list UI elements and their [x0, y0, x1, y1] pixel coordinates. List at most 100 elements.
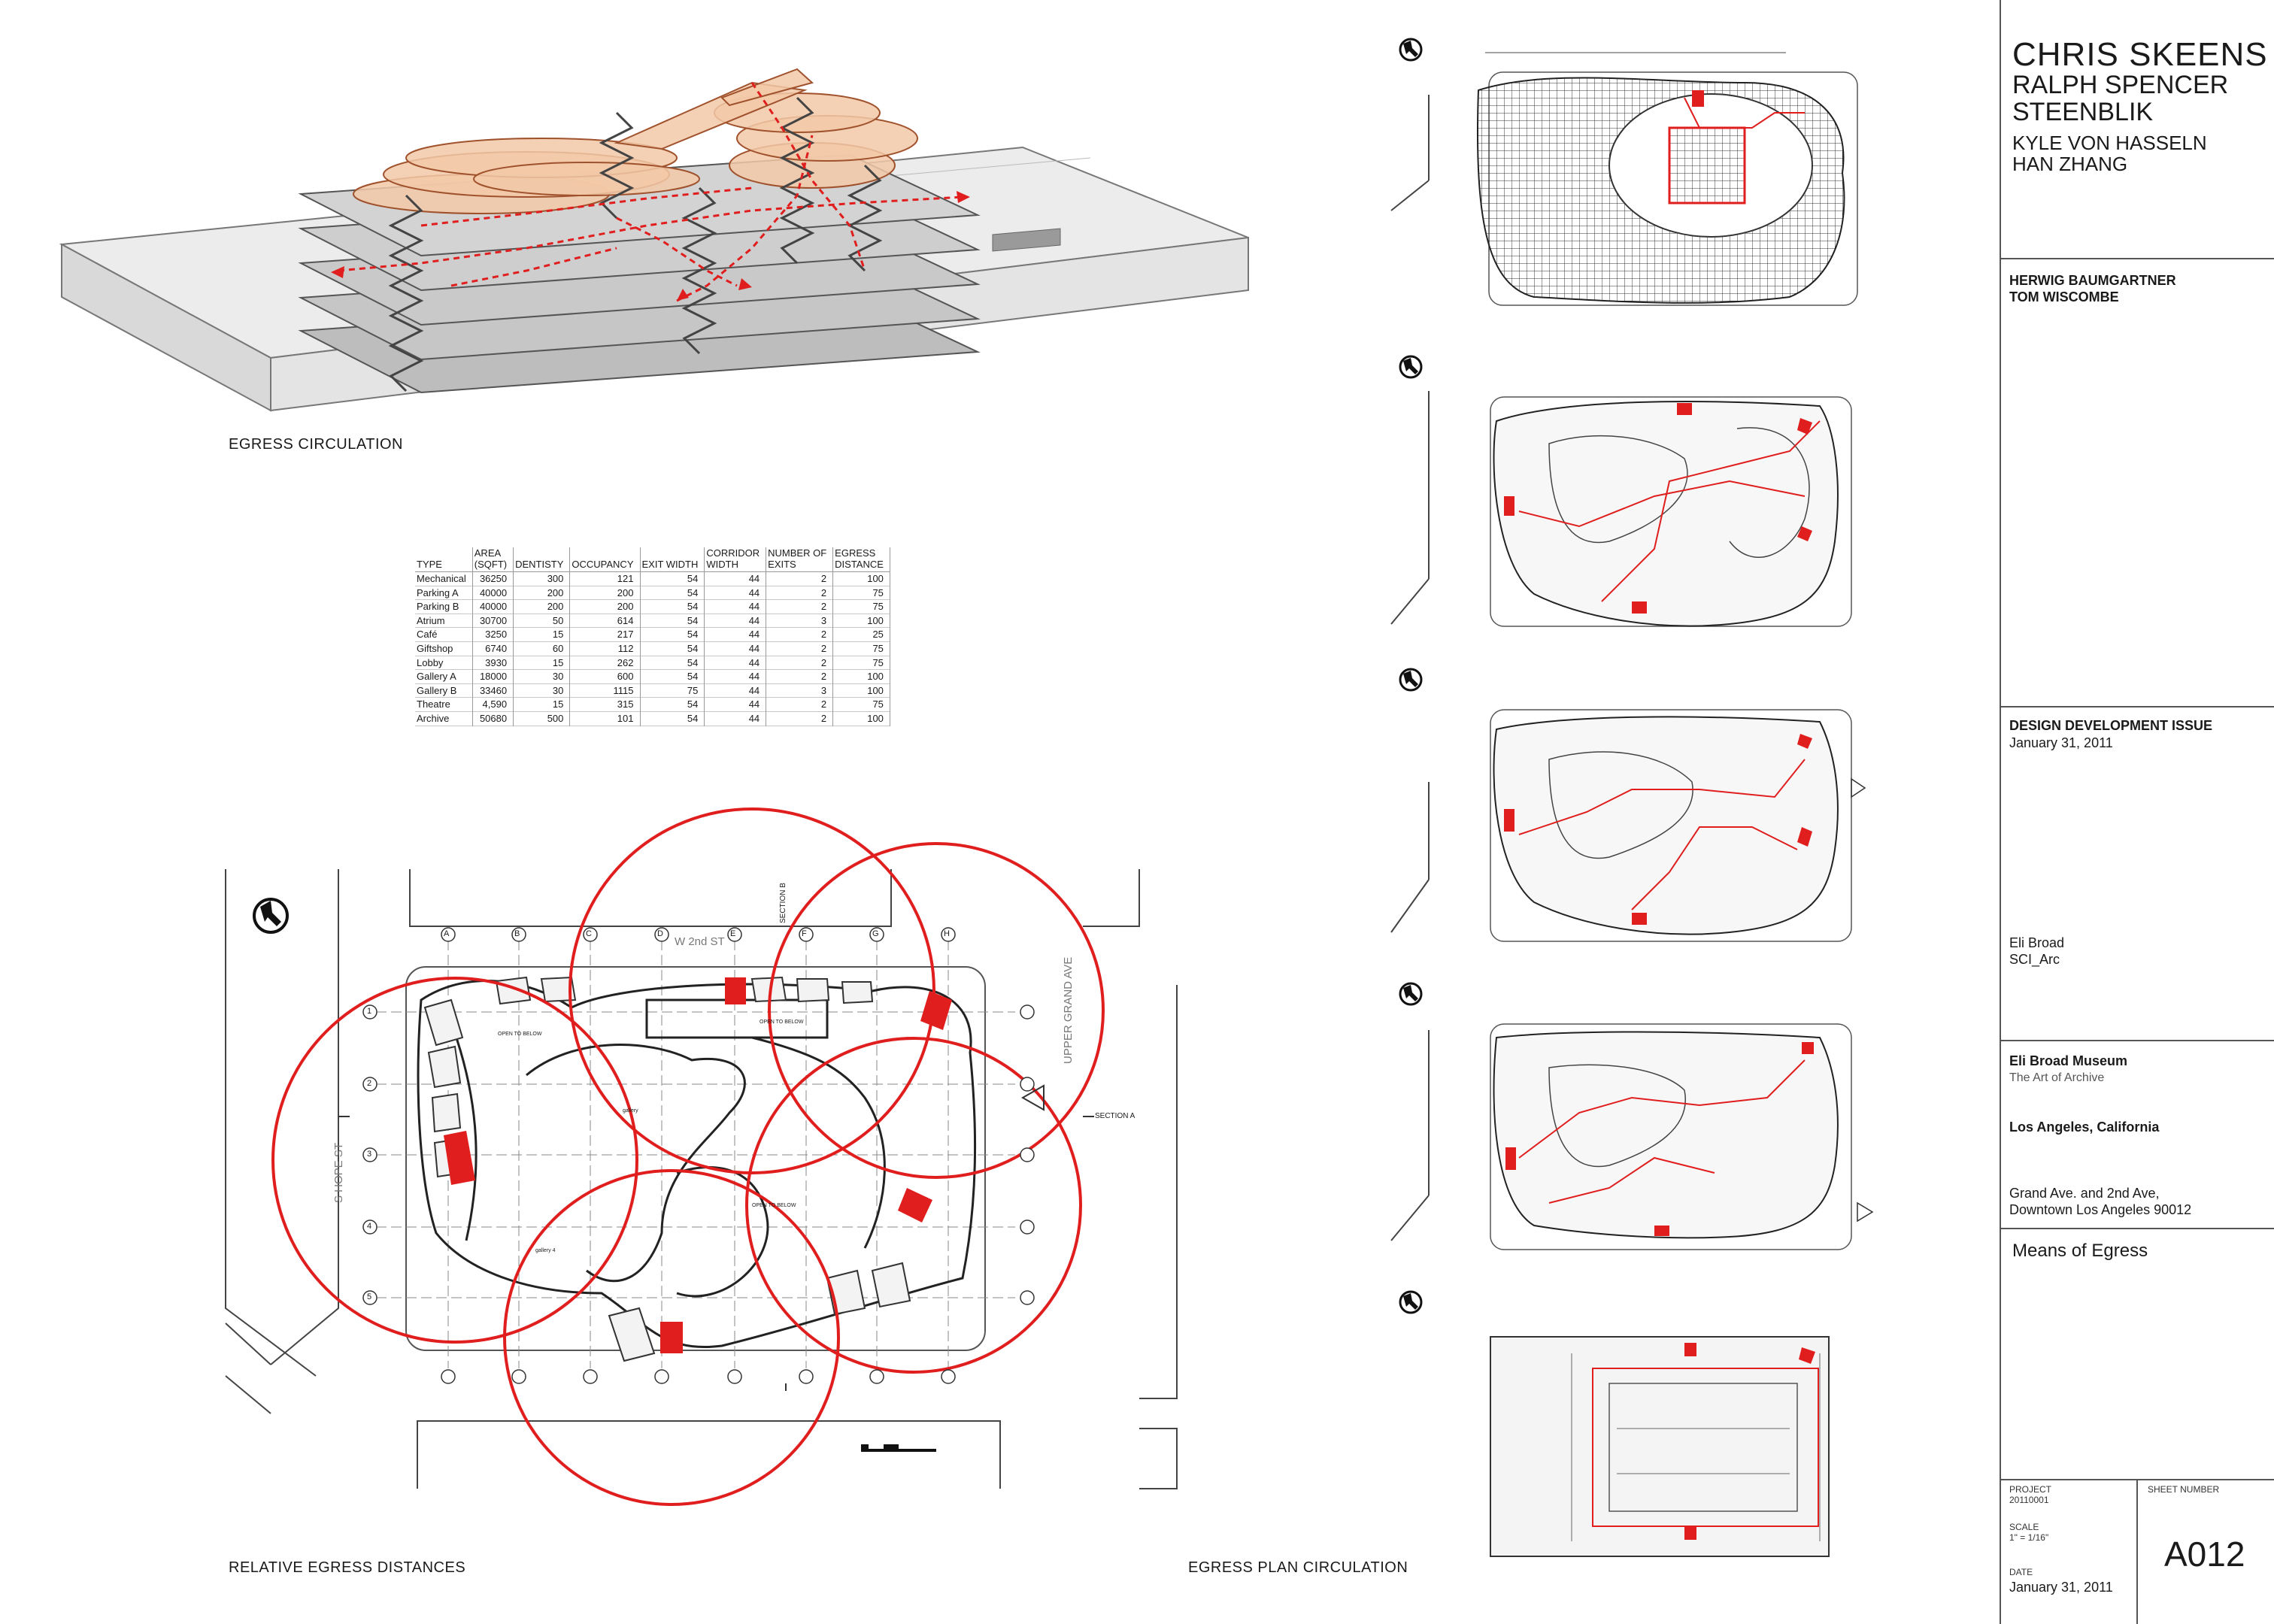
scale-bar — [861, 1444, 936, 1452]
table-cell: 200 — [513, 599, 571, 614]
table-cell: 40000 — [472, 599, 514, 614]
table-cell: 75 — [832, 641, 890, 656]
table-row: Parking A 40000 200 200 54 44 2 75 — [415, 586, 890, 600]
table-cell: 315 — [569, 697, 641, 712]
egress-occupancy-table: TYPE AREA (SQFT) DENTISTY OCCUPANCY EXIT… — [415, 547, 890, 726]
table-cell: Café — [415, 627, 473, 642]
table-cell: 3 — [766, 683, 834, 698]
table-cell: 2 — [766, 599, 834, 614]
table-cell: Gallery B — [415, 683, 473, 698]
project-subtitle: The Art of Archive — [2009, 1071, 2105, 1084]
floor-plan-roof — [1390, 38, 1858, 306]
table-cell: 44 — [704, 711, 767, 726]
table-cell: Parking A — [415, 586, 473, 600]
table-cell: 75 — [832, 697, 890, 712]
street-label-grand: UPPER GRAND AVE — [1062, 956, 1075, 1064]
room-label: OPEN TO BELOW — [760, 1020, 804, 1025]
table-cell: 15 — [513, 627, 571, 642]
sheet-number: A012 — [2164, 1535, 2245, 1574]
table-row: Parking B 40000 200 200 54 44 2 75 — [415, 599, 890, 614]
issue-date: January 31, 2011 — [2009, 735, 2113, 750]
egress-radius-circles — [271, 807, 1105, 1506]
room-label: OPEN TO BELOW — [498, 1032, 542, 1037]
table-header: DENTISTY — [513, 547, 571, 572]
table-cell: 300 — [513, 571, 571, 586]
table-cell: 100 — [832, 683, 890, 698]
table-cell: 44 — [704, 683, 767, 698]
table-cell: Gallery A — [415, 669, 473, 684]
table-cell: 2 — [766, 697, 834, 712]
table-cell: 614 — [569, 614, 641, 628]
client-name: Eli Broad — [2009, 935, 2065, 950]
floor-plan-level-1 — [1390, 982, 1874, 1250]
advisor-name: TOM WISCOMBE — [2009, 289, 2119, 304]
table-cell: 54 — [640, 571, 705, 586]
table-cell: 217 — [569, 627, 641, 642]
floor-plan-level-3 — [1390, 355, 1852, 627]
project-city: Los Angeles, California — [2009, 1120, 2160, 1135]
scale-value: 1" = 1/16" — [2009, 1532, 2049, 1543]
date-label: DATE — [2009, 1567, 2033, 1577]
table-cell: Mechanical — [415, 571, 473, 586]
table-cell: 200 — [569, 599, 641, 614]
table-cell: 15 — [513, 656, 571, 670]
table-cell: 75 — [832, 586, 890, 600]
table-cell: 101 — [569, 711, 641, 726]
table-cell: 25 — [832, 627, 890, 642]
project-number: 20110001 — [2009, 1495, 2049, 1505]
table-cell: 4,590 — [472, 697, 514, 712]
egress-paths — [338, 82, 963, 302]
table-cell: 33460 — [472, 683, 514, 698]
table-cell: 54 — [640, 627, 705, 642]
table-cell: 30700 — [472, 614, 514, 628]
table-cell: 44 — [704, 614, 767, 628]
grid-row-label: 1 — [367, 1007, 372, 1016]
section-b-label: SECTION B — [779, 883, 787, 923]
table-cell: 2 — [766, 586, 834, 600]
street-lines — [225, 869, 1178, 1489]
grid-col-label: F — [802, 929, 807, 938]
table-cell: 500 — [513, 711, 571, 726]
project-address: Grand Ave. and 2nd Ave, — [2009, 1186, 2160, 1201]
designer-name: KYLE VON HASSELN — [2012, 132, 2207, 154]
egress-plan-label: EGRESS PLAN CIRCULATION — [1188, 1559, 1408, 1576]
section-a-label: SECTION A — [1095, 1112, 1135, 1120]
issue-title: DESIGN DEVELOPMENT ISSUE — [2009, 718, 2213, 733]
table-cell: 100 — [832, 614, 890, 628]
table-cell: Atrium — [415, 614, 473, 628]
site-base-block — [59, 146, 1249, 412]
table-cell: 40000 — [472, 586, 514, 600]
room-label: gallery 4 — [535, 1248, 556, 1253]
table-row: Mechanical 36250 300 121 54 44 2 100 — [415, 571, 890, 586]
table-row: Archive 50680 500 101 54 44 2 100 — [415, 711, 890, 726]
egress-circulation-label: EGRESS CIRCULATION — [229, 436, 403, 453]
grid-col-label: G — [872, 929, 879, 938]
table-cell: 200 — [513, 586, 571, 600]
advisor-name: HERWIG BAUMGARTNER — [2009, 273, 2176, 288]
table-row: Gallery B 33460 30 1115 75 44 3 100 — [415, 683, 890, 698]
north-arrow-icon — [253, 898, 289, 934]
scale-label: SCALE — [2009, 1522, 2039, 1532]
table-row: Theatre 4,590 15 315 54 44 2 75 — [415, 697, 890, 712]
grid-row-label: 2 — [367, 1079, 372, 1088]
table-cell: 30 — [513, 683, 571, 698]
grid-row-label: 5 — [367, 1292, 372, 1301]
table-cell: 44 — [704, 697, 767, 712]
grid-col-label: H — [944, 929, 950, 938]
designer-name: RALPH SPENCER — [2012, 71, 2229, 99]
room-label: gallery — [623, 1108, 638, 1113]
table-cell: 3930 — [472, 656, 514, 670]
table-cell: 54 — [640, 697, 705, 712]
grid-col-label: B — [514, 929, 520, 938]
designer-name: STEENBLIK — [2012, 98, 2154, 126]
table-cell: 121 — [569, 571, 641, 586]
table-cell: 2 — [766, 711, 834, 726]
table-cell: 44 — [704, 669, 767, 684]
project-number-label: PROJECT — [2009, 1484, 2052, 1495]
floor-plan-level-2 — [1390, 668, 1866, 942]
table-cell: 50680 — [472, 711, 514, 726]
table-cell: 100 — [832, 571, 890, 586]
structural-grid — [376, 940, 1015, 1368]
